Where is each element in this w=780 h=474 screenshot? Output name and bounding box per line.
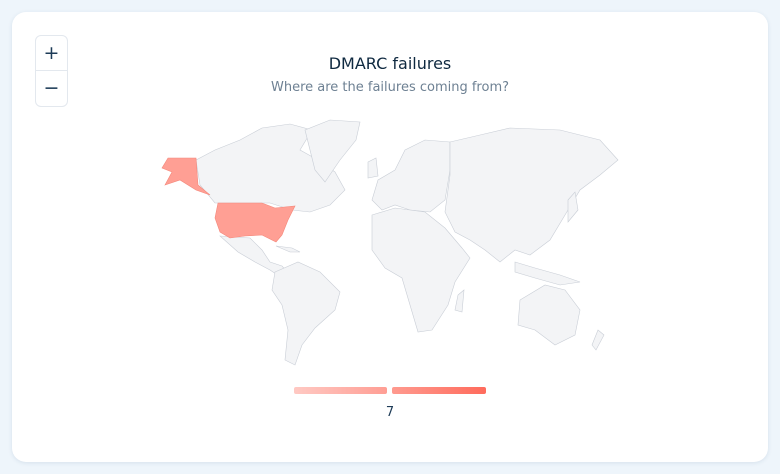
zoom-in-button[interactable]: + — [43, 42, 60, 64]
legend-bar-low — [294, 387, 387, 394]
region-indonesia[interactable] — [514, 261, 581, 286]
region-new-zealand[interactable] — [591, 329, 605, 351]
region-japan[interactable] — [567, 191, 579, 223]
chart-title: DMARC failures — [328, 54, 452, 73]
zoom-out-button[interactable]: − — [36, 70, 67, 105]
color-legend — [294, 387, 486, 394]
region-asia[interactable] — [444, 127, 619, 263]
zoom-controls: + − — [35, 35, 68, 107]
region-united-states[interactable] — [214, 202, 296, 243]
region-europe[interactable] — [371, 139, 451, 213]
legend-bar-high — [392, 387, 486, 394]
map-card: + − DMARC failures Where are the failure… — [12, 12, 768, 462]
region-greenland[interactable] — [304, 119, 361, 183]
region-madagascar[interactable] — [454, 289, 465, 313]
region-africa[interactable] — [371, 207, 471, 333]
region-australia[interactable] — [517, 284, 581, 346]
region-caribbean[interactable] — [275, 245, 301, 253]
legend-value: 7 — [385, 405, 395, 420]
region-alaska[interactable] — [161, 157, 211, 196]
world-map[interactable] — [12, 12, 768, 462]
region-south-america[interactable] — [271, 261, 341, 366]
chart-subtitle: Where are the failures coming from? — [270, 80, 510, 95]
region-uk[interactable] — [367, 157, 379, 179]
